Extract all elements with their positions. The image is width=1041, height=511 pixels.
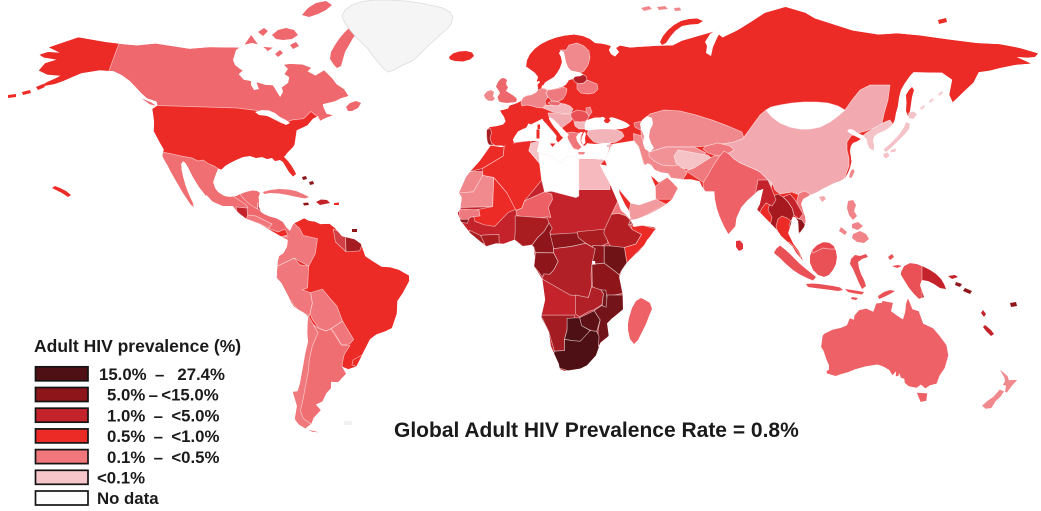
svg-text:0.1% – <0.5%: 0.1% – <0.5% xyxy=(107,448,219,467)
svg-text:Global Adult HIV Prevalence Ra: Global Adult HIV Prevalence Rate = 0.8% xyxy=(394,419,799,442)
svg-text:15.0% – 27.4%: 15.0% – 27.4% xyxy=(99,365,225,384)
svg-text:5.0% – <15.0%: 5.0% – <15.0% xyxy=(107,386,219,405)
svg-text:0.5% – <1.0%: 0.5% – <1.0% xyxy=(107,427,219,446)
svg-text:<0.1%: <0.1% xyxy=(97,469,145,488)
svg-text:No data: No data xyxy=(97,489,159,506)
svg-text:1.0% – <5.0%: 1.0% – <5.0% xyxy=(107,406,219,425)
svg-text:Adult HIV prevalence (%): Adult HIV prevalence (%) xyxy=(34,336,241,356)
